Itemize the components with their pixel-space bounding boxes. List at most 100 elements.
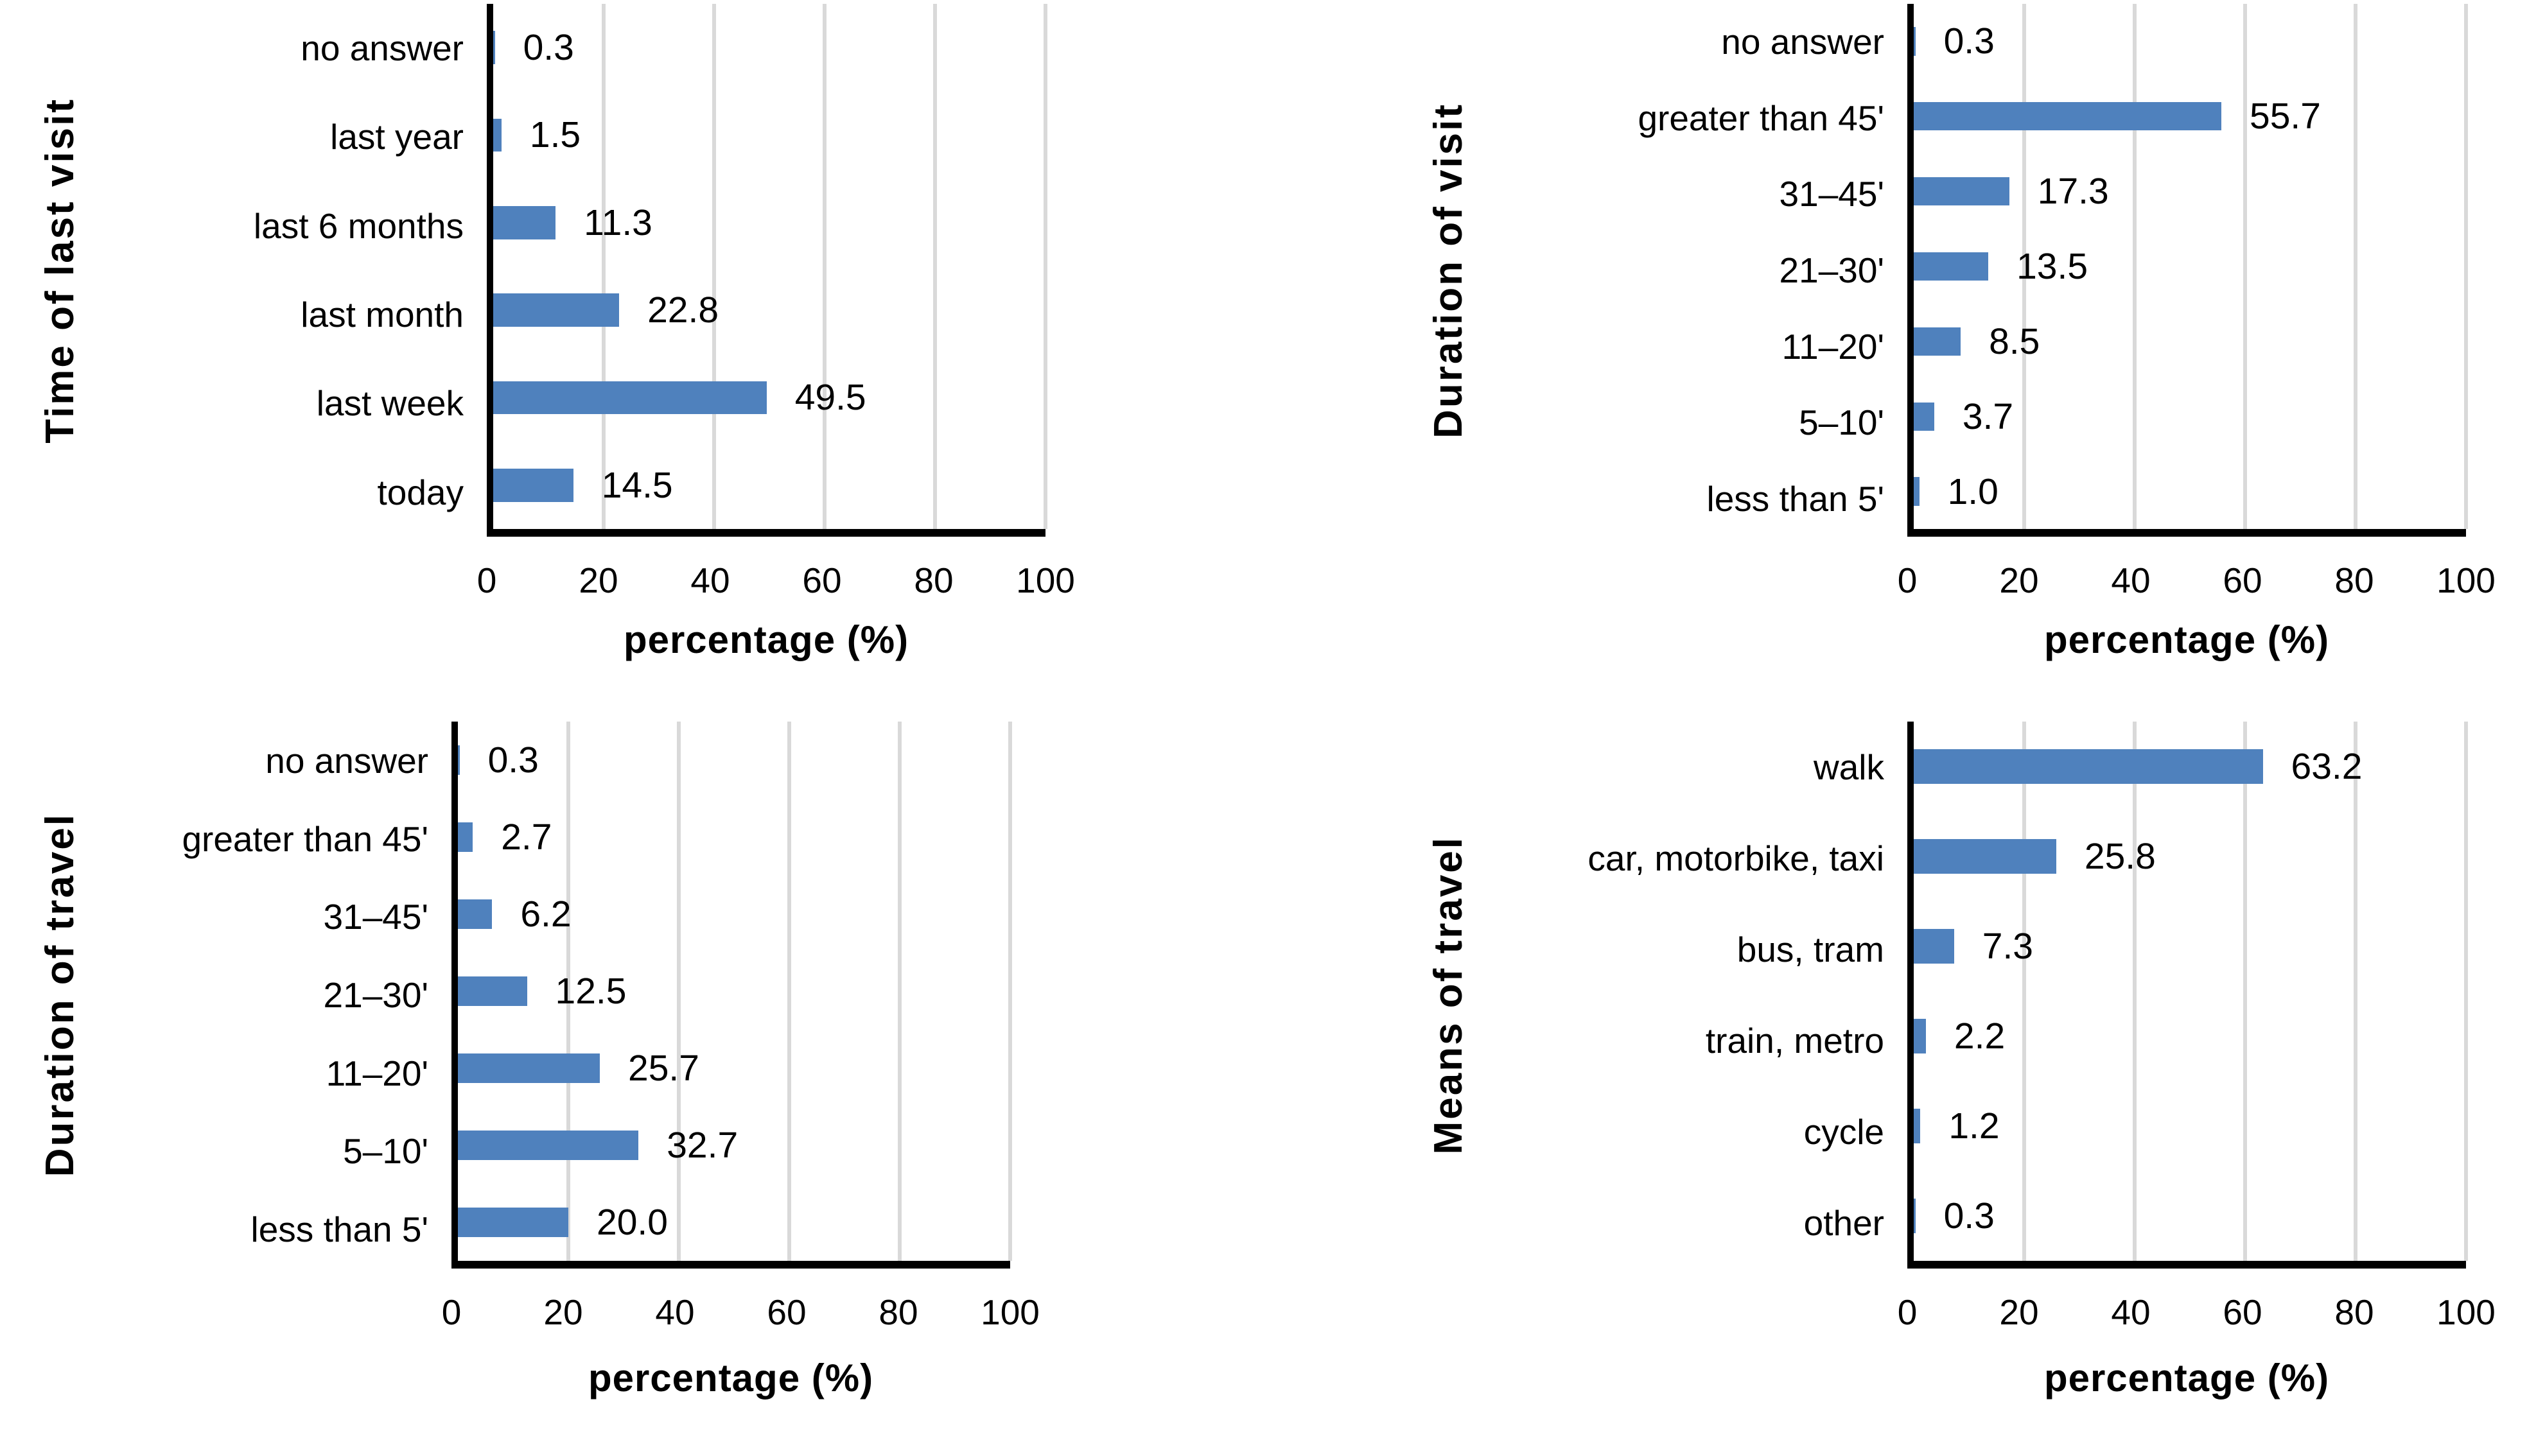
value-label: 12.5 xyxy=(555,971,627,1012)
category-label: less than 5' xyxy=(1706,478,1884,519)
bar-row: 2.7 xyxy=(458,799,1010,876)
chart-duration-of-travel: Duration of travel no answer greater than… xyxy=(18,722,1040,1400)
gridline xyxy=(677,722,681,1261)
bars: 0.3 2.7 6.2 12.5 25.7 32.7 20.0 xyxy=(458,722,1010,1261)
category-labels: no answer greater than 45' 31–45' 21–30' 11–… xyxy=(101,722,451,1269)
category-label: no answer xyxy=(1721,22,1884,62)
bar xyxy=(458,1053,600,1083)
gridline xyxy=(2022,722,2026,1261)
gridline xyxy=(1044,4,1047,529)
bar xyxy=(458,745,460,775)
value-label: 0.3 xyxy=(1943,1195,1995,1236)
bars: 63.2 25.8 7.3 2.2 1.2 0.3 xyxy=(1914,722,2466,1261)
value-label: 22.8 xyxy=(647,290,719,331)
value-label: 20.0 xyxy=(597,1202,668,1243)
gridlines xyxy=(1914,4,2468,529)
value-label: 13.5 xyxy=(2016,246,2088,287)
bar xyxy=(1914,1199,1916,1233)
chart-duration-of-visit: Duration of visit no answer greater than … xyxy=(1400,4,2496,662)
value-label: 0.3 xyxy=(523,27,574,69)
category-label: 5–10' xyxy=(1799,403,1884,443)
gridline xyxy=(2022,4,2026,529)
gridline xyxy=(898,722,902,1261)
gridlines xyxy=(1914,722,2468,1261)
x-tick-label: 60 xyxy=(802,560,842,600)
gridline xyxy=(2354,722,2357,1261)
x-tick-label: 100 xyxy=(1016,560,1075,600)
value-label: 63.2 xyxy=(2291,746,2363,787)
category-labels: no answer last year last 6 months last mont… xyxy=(101,4,487,537)
bar xyxy=(1914,327,1961,356)
plot-area: 0.3 55.7 17.3 13.5 8.5 3.7 1.0 xyxy=(1907,4,2468,537)
gridlines xyxy=(458,722,1012,1261)
y-axis-title-cell: Means of travel xyxy=(1400,722,1496,1269)
category-label: train, metro xyxy=(1705,1021,1884,1061)
bar xyxy=(458,976,527,1006)
x-axis-ticks: 0 20 40 60 80 100 xyxy=(477,537,1075,614)
bar xyxy=(458,822,473,852)
bar-row: 1.0 xyxy=(1914,454,2466,529)
bar xyxy=(1914,27,1916,56)
value-label: 7.3 xyxy=(1982,926,2034,967)
value-label: 2.7 xyxy=(501,817,552,858)
bar-row: 12.5 xyxy=(458,953,1010,1030)
gridline xyxy=(2464,4,2468,529)
category-label: walk xyxy=(1813,747,1884,787)
category-label: less than 5' xyxy=(250,1209,428,1250)
x-tick-label: 0 xyxy=(441,1292,462,1332)
plot-area: 63.2 25.8 7.3 2.2 1.2 0.3 xyxy=(1907,722,2468,1269)
bar xyxy=(1914,402,1934,431)
gridline xyxy=(602,4,606,529)
x-tick-label: 100 xyxy=(2436,1292,2496,1332)
category-label: 21–30' xyxy=(1779,250,1884,291)
x-tick-label: 80 xyxy=(914,560,954,600)
bar-row: 25.7 xyxy=(458,1030,1010,1107)
gridline xyxy=(712,4,716,529)
bar xyxy=(1914,749,2263,784)
bar-row: 63.2 xyxy=(1914,722,2466,811)
value-label: 17.3 xyxy=(2037,171,2109,212)
category-label: 31–45' xyxy=(1779,174,1884,214)
bar xyxy=(493,118,502,152)
gridline xyxy=(2243,722,2247,1261)
x-tick-label: 100 xyxy=(2436,560,2496,600)
plot-area: 0.3 2.7 6.2 12.5 25.7 32.7 20.0 xyxy=(451,722,1012,1269)
bar-row: 7.3 xyxy=(1914,901,2466,991)
x-tick-label: 20 xyxy=(1999,1292,2039,1332)
category-label: 11–20' xyxy=(1781,326,1884,367)
x-axis-ticks: 0 20 40 60 80 100 xyxy=(1898,537,2496,614)
bar-row: 2.2 xyxy=(1914,991,2466,1081)
value-label: 1.2 xyxy=(1948,1105,2000,1147)
bar-row: 6.2 xyxy=(458,876,1010,953)
bar xyxy=(493,381,767,415)
x-tick-label: 40 xyxy=(2111,1292,2151,1332)
bar-row: 25.8 xyxy=(1914,811,2466,901)
chart-time-of-last-visit: Time of last visit no answer last year las… xyxy=(18,4,1075,662)
gridline xyxy=(933,4,937,529)
bar-row: 8.5 xyxy=(1914,304,2466,379)
x-tick-label: 0 xyxy=(1897,1292,1918,1332)
category-label: 5–10' xyxy=(343,1131,428,1172)
bar-row: 55.7 xyxy=(1914,79,2466,154)
x-tick-label: 80 xyxy=(879,1292,918,1332)
bar xyxy=(458,899,493,929)
bar xyxy=(1914,1019,1926,1053)
value-label: 1.0 xyxy=(1947,471,1998,512)
x-tick-label: 20 xyxy=(579,560,618,600)
bar xyxy=(1914,929,1954,964)
bar-row: 3.7 xyxy=(1914,379,2466,454)
category-labels: walk car, motorbike, taxi bus, tram train, … xyxy=(1496,722,1907,1269)
category-label: last week xyxy=(316,383,464,424)
value-label: 8.5 xyxy=(1989,320,2040,362)
category-label: greater than 45' xyxy=(1638,98,1884,138)
value-label: 11.3 xyxy=(584,202,652,243)
bar xyxy=(1914,1109,1921,1143)
bar xyxy=(493,468,573,502)
gridline xyxy=(2243,4,2247,529)
bar-row: 1.2 xyxy=(1914,1081,2466,1171)
plot-area: 0.3 1.5 11.3 22.8 49.5 14.5 xyxy=(487,4,1047,537)
bars: 0.3 55.7 17.3 13.5 8.5 3.7 1.0 xyxy=(1914,4,2466,529)
bar xyxy=(1914,102,2222,131)
gridline xyxy=(2133,4,2137,529)
bar-row: 0.3 xyxy=(458,722,1010,799)
